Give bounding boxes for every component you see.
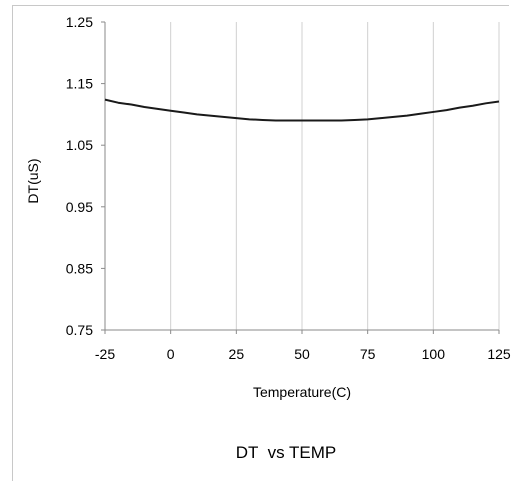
axes xyxy=(101,21,500,334)
x-tick-label: 0 xyxy=(167,346,175,362)
series-group xyxy=(104,98,500,122)
y-tick-label: 0.75 xyxy=(66,322,93,338)
grid-lines xyxy=(170,22,500,330)
x-tick-label: 100 xyxy=(422,346,446,362)
y-tick-label: 1.15 xyxy=(66,76,93,92)
chart-frame xyxy=(12,5,509,481)
x-tick-label: 25 xyxy=(229,346,245,362)
y-tick-label: 1.05 xyxy=(66,137,93,153)
x-tick-labels: -25 0 25 50 75 100 125 xyxy=(95,346,511,362)
x-tick-label: 50 xyxy=(294,346,310,362)
y-tick-label: 0.85 xyxy=(66,260,93,276)
y-tick-label: 1.25 xyxy=(66,14,93,30)
y-tick-label: 0.95 xyxy=(66,199,93,215)
chart-title: DT vs TEMP xyxy=(236,443,336,462)
x-tick-label: 125 xyxy=(487,346,511,362)
y-axis-label: DT(uS) xyxy=(25,158,41,203)
series-line xyxy=(104,98,500,122)
x-tick-label: -25 xyxy=(95,346,115,362)
x-axis-label: Temperature(C) xyxy=(253,384,351,400)
x-tick-label: 75 xyxy=(360,346,376,362)
y-tick-labels: 1.25 1.15 1.05 0.95 0.85 0.75 xyxy=(66,14,93,338)
